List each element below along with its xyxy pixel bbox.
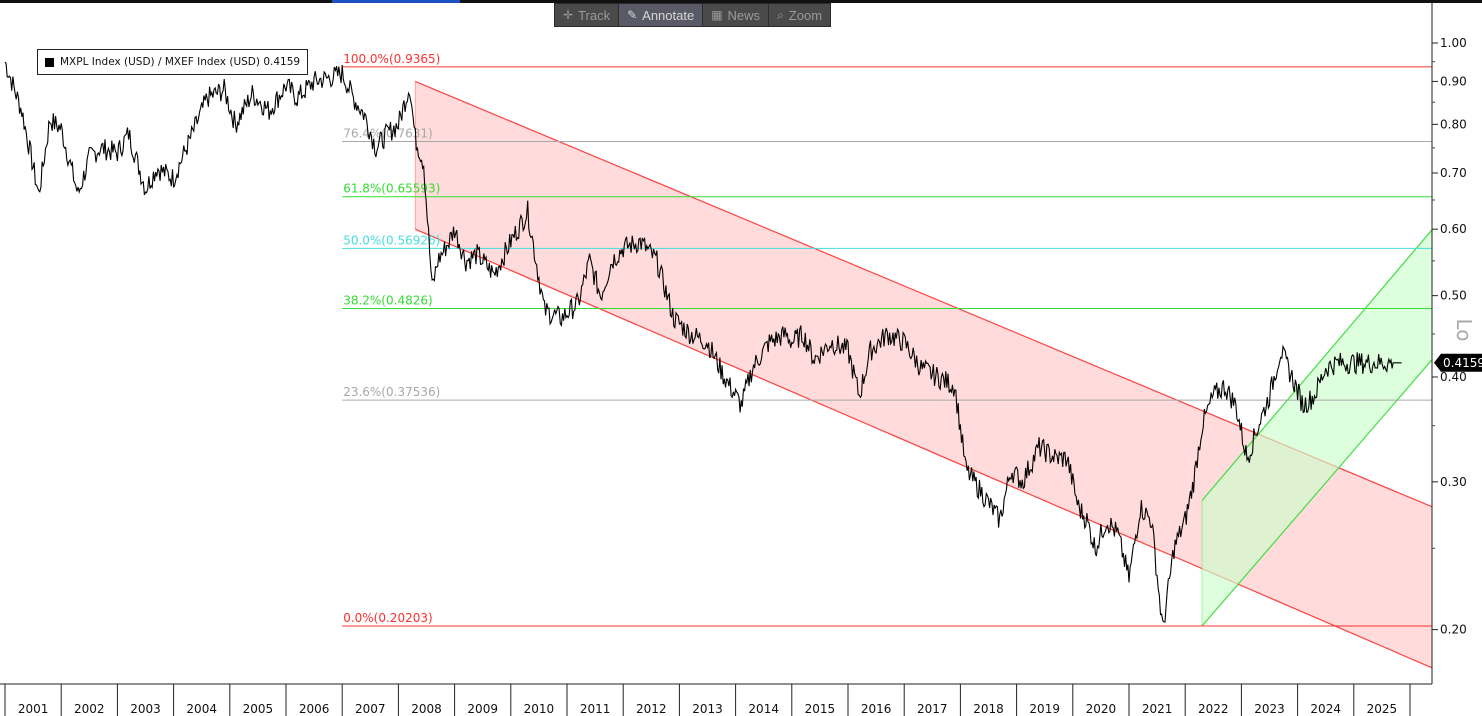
channel-lower-green (1201, 358, 1433, 627)
x-tick-label: 2022 (1198, 702, 1229, 716)
x-tick-label: 2007 (355, 702, 386, 716)
fib-level-label: 76.4%(0.7631) (343, 127, 432, 141)
magnifier-icon: ⌕ (777, 7, 784, 22)
last-value-tag (1434, 353, 1482, 372)
news-icon: ▦ (711, 8, 723, 22)
y-tick-label: 0.70 (1440, 166, 1467, 180)
y-tick-label: 0.80 (1440, 117, 1467, 131)
x-tick-label: 2003 (130, 702, 161, 716)
pencil-icon: ✎ (627, 8, 638, 22)
fib-level-label: 100.0%(0.9365) (343, 52, 440, 66)
annotate-button[interactable]: ✎ Annotate (619, 4, 704, 26)
news-button[interactable]: ▦ News (703, 4, 770, 26)
y-tick-label: 0.30 (1440, 475, 1467, 489)
legend-swatch (45, 57, 54, 67)
zoom-button[interactable]: ⌕ Zoom (769, 4, 830, 26)
news-label: News (727, 7, 761, 23)
y-tick-label: 0.20 (1440, 623, 1467, 637)
fib-level-label: 23.6%(0.37536) (343, 385, 440, 399)
y-tick-label: 1.00 (1440, 36, 1467, 50)
series-legend[interactable]: MXPL Index (USD) / MXEF Index (USD) 0.41… (37, 49, 309, 75)
channel-fill-green (1202, 229, 1433, 626)
x-tick-label: 2021 (1142, 702, 1173, 716)
y-tick-label: 0.40 (1440, 370, 1467, 384)
x-tick-label: 2025 (1367, 702, 1398, 716)
legend-label: MXPL Index (USD) / MXEF Index (USD) 0.41… (60, 56, 301, 68)
x-tick-label: 2006 (299, 702, 330, 716)
y-tick-label: 0.90 (1440, 74, 1467, 88)
fib-level-label: 61.8%(0.65593) (343, 182, 440, 196)
channel-upper-green (1201, 228, 1433, 501)
x-tick-label: 2001 (18, 702, 49, 716)
x-tick-label: 2020 (1086, 702, 1117, 716)
fib-level-label: 38.2%(0.4826) (343, 294, 432, 308)
fib-level-label: 0.0%(0.20203) (343, 611, 432, 625)
x-tick-label: 2002 (74, 702, 105, 716)
top-accent-bar (332, 0, 460, 3)
annotate-label: Annotate (642, 7, 695, 23)
track-label: Track (578, 7, 611, 23)
x-tick-label: 2008 (411, 702, 442, 716)
x-tick-label: 2009 (467, 702, 498, 716)
x-tick-label: 2005 (243, 702, 274, 716)
x-tick-label: 2019 (1029, 702, 1060, 716)
fib-level-label: 50.0%(0.56926) (343, 233, 440, 247)
x-tick-label: 2010 (524, 702, 555, 716)
channel-lower-red (415, 228, 1433, 669)
last-value-label: 0.4159 (1443, 356, 1482, 370)
chart-toolbar: ✛ Track ✎ Annotate ▦ News ⌕ Zoom (554, 3, 832, 27)
x-tick-label: 2023 (1254, 702, 1285, 716)
series-line (4, 61, 1402, 623)
x-tick-label: 2012 (636, 702, 667, 716)
track-button[interactable]: ✛ Track (555, 4, 620, 26)
x-tick-label: 2024 (1310, 702, 1341, 716)
x-tick-label: 2014 (748, 702, 779, 716)
x-tick-label: 2015 (805, 702, 836, 716)
y-tick-label: 0.50 (1440, 289, 1467, 303)
x-tick-label: 2013 (692, 702, 723, 716)
crosshair-icon: ✛ (563, 8, 574, 22)
x-tick-label: 2016 (861, 702, 892, 716)
x-tick-label: 2018 (973, 702, 1004, 716)
x-tick-label: 2004 (186, 702, 217, 716)
channel-fill-red (415, 81, 1433, 669)
x-tick-label: 2011 (580, 702, 611, 716)
x-tick-label: 2017 (917, 702, 948, 716)
top-border (0, 0, 1482, 3)
axis-side-label: Lo (1452, 318, 1476, 341)
y-tick-label: 0.60 (1440, 222, 1467, 236)
zoom-label: Zoom (788, 7, 823, 23)
